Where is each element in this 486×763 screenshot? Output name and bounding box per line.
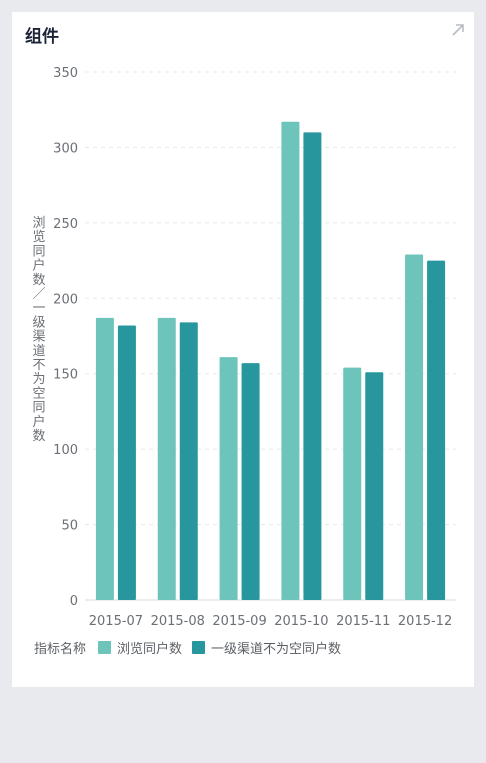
y-tick-label: 100: [53, 443, 78, 458]
y-tick-label: 350: [53, 66, 78, 81]
x-tick-label: 2015-07: [89, 614, 143, 629]
y-axis-title: 浏览同户数／一级渠道不为空同户数: [32, 215, 45, 444]
bar-series-2: [427, 260, 446, 600]
x-tick-label: 2015-10: [274, 614, 328, 629]
legend-swatch-series-1: [98, 641, 112, 654]
legend-label-series-1: 浏览同户数: [117, 642, 183, 657]
bar-series-1: [95, 317, 114, 600]
legend-item-series-2[interactable]: 一级渠道不为空同户数: [192, 638, 341, 657]
bar-series-1: [281, 121, 300, 600]
bar-series-1: [157, 317, 176, 600]
x-tick-label: 2015-12: [398, 614, 452, 629]
legend-item-series-1[interactable]: 浏览同户数: [98, 638, 182, 657]
bar-series-2: [117, 325, 136, 600]
x-tick-label: 2015-11: [336, 614, 390, 629]
y-tick-label: 50: [61, 519, 78, 534]
bar-series-1: [343, 367, 362, 600]
x-tick-label: 2015-08: [151, 614, 205, 629]
x-tick-label: 2015-09: [212, 614, 266, 629]
bar-series-2: [303, 132, 322, 600]
bar-series-1: [405, 254, 424, 600]
expand-arrow-icon[interactable]: [450, 22, 466, 38]
y-tick-label: 0: [70, 594, 78, 609]
chart-legend: 指标名称 浏览同户数 一级渠道不为空同户数: [34, 638, 351, 657]
y-tick-label: 250: [53, 217, 78, 232]
legend-label-series-2: 一级渠道不为空同户数: [211, 642, 342, 657]
card-title: 组件: [25, 27, 59, 47]
bar-series-2: [365, 372, 384, 600]
y-tick-label: 300: [53, 141, 78, 156]
chart-card: 组件 0 50 100 150 200 250 300 350 浏览同户数／一级渠道不为空同户数…: [12, 12, 474, 687]
legend-title: 指标名称: [34, 642, 87, 657]
bar-series-2: [241, 363, 260, 600]
legend-swatch-series-2: [192, 641, 206, 654]
bar-series-1: [219, 357, 238, 600]
y-tick-label: 150: [53, 368, 78, 383]
y-tick-label: 200: [53, 292, 78, 307]
bar-chart: 0 50 100 150 200 250 300 350 浏览同户数／一级渠道不为空同户数 201…: [32, 66, 456, 629]
bar-series-2: [179, 322, 198, 600]
